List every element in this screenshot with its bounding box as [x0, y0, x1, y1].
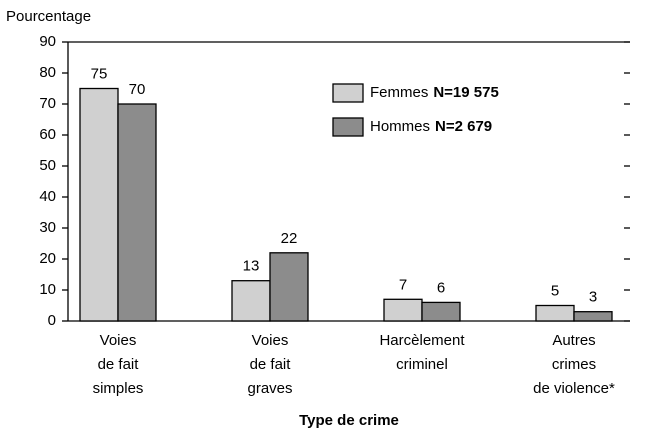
data-label: 6 [437, 279, 445, 296]
legend-swatch [332, 83, 364, 103]
bar [573, 311, 613, 322]
legend-label: Hommes N=2 679 [370, 118, 492, 135]
legend-name: Femmes [370, 84, 428, 101]
y-tick-label: 50 [39, 157, 56, 174]
y-tick-label: 10 [39, 281, 56, 298]
data-label: 70 [129, 81, 146, 98]
x-tick-label: de fait [98, 356, 140, 373]
x-tick-label: graves [247, 380, 292, 397]
data-label: 22 [281, 230, 298, 247]
bar [383, 298, 423, 322]
y-axis-title: Pourcentage [6, 8, 91, 25]
legend-swatch [332, 117, 364, 137]
bar [117, 103, 157, 322]
y-tick-label: 0 [48, 312, 56, 329]
data-label: 5 [551, 282, 559, 299]
bar [421, 301, 461, 322]
bar [231, 280, 271, 322]
x-tick-label: de fait [250, 356, 292, 373]
x-tick-label: Autres [552, 332, 595, 349]
data-label: 75 [91, 65, 108, 82]
bar [79, 87, 119, 322]
legend-count: N=2 679 [435, 118, 492, 135]
data-label: 7 [399, 276, 407, 293]
bar [535, 304, 575, 322]
data-label: 13 [243, 258, 260, 275]
legend-count: N=19 575 [433, 84, 498, 101]
y-tick-label: 60 [39, 126, 56, 143]
bar [269, 252, 309, 322]
y-tick-label: 30 [39, 219, 56, 236]
legend-name: Hommes [370, 118, 430, 135]
x-tick-label: Voies [100, 332, 137, 349]
x-tick-label: crimes [552, 356, 596, 373]
data-label: 3 [589, 289, 597, 306]
legend-label: Femmes N=19 575 [370, 84, 499, 101]
y-tick-label: 80 [39, 64, 56, 81]
x-tick-label: Voies [252, 332, 289, 349]
y-tick-label: 90 [39, 33, 56, 50]
x-tick-label: de violence* [533, 380, 615, 397]
x-tick-label: criminel [396, 356, 448, 373]
x-tick-label: simples [93, 380, 144, 397]
x-tick-label: Harcèlement [379, 332, 465, 349]
x-axis-title: Type de crime [299, 412, 399, 429]
y-tick-label: 20 [39, 250, 56, 267]
y-tick-label: 70 [39, 95, 56, 112]
y-tick-label: 40 [39, 188, 56, 205]
